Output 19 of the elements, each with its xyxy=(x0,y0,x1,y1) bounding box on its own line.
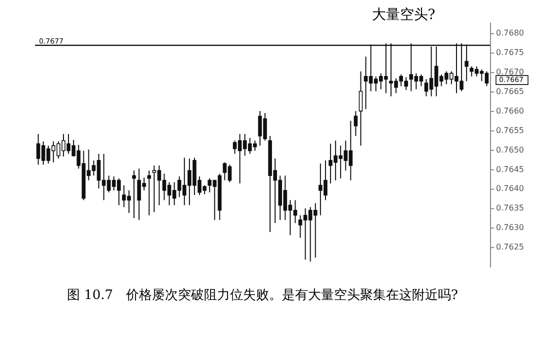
candlestick xyxy=(354,110,358,136)
annotation: 大量空头? xyxy=(372,7,436,23)
y-tick-label: 0.7645 xyxy=(496,164,524,174)
y-tick-label: 0.7665 xyxy=(496,87,524,96)
candlestick xyxy=(358,70,363,146)
y-tick-label: 0.7660 xyxy=(496,106,524,116)
y-tick-label: 0.7635 xyxy=(496,204,524,213)
candlestick xyxy=(132,170,136,218)
y-tick-label: 0.7625 xyxy=(496,242,524,252)
y-tick-label: 0.7630 xyxy=(496,223,524,232)
candlestick xyxy=(464,44,468,82)
y-tick-label: 0.7650 xyxy=(496,145,524,154)
candlestick xyxy=(147,170,152,216)
y-tick-label: 0.7655 xyxy=(496,126,524,135)
y-tick-label: 0.7640 xyxy=(496,184,524,194)
y-tick-label: 0.7675 xyxy=(496,48,524,58)
text: 图 10.7 价格屡次突破阻力位失败。是有大量空头聚集在这附近吗? xyxy=(66,288,458,303)
y-tick-label: 0.7680 xyxy=(496,28,524,38)
y-tick-label: 0.7670 xyxy=(496,68,524,77)
